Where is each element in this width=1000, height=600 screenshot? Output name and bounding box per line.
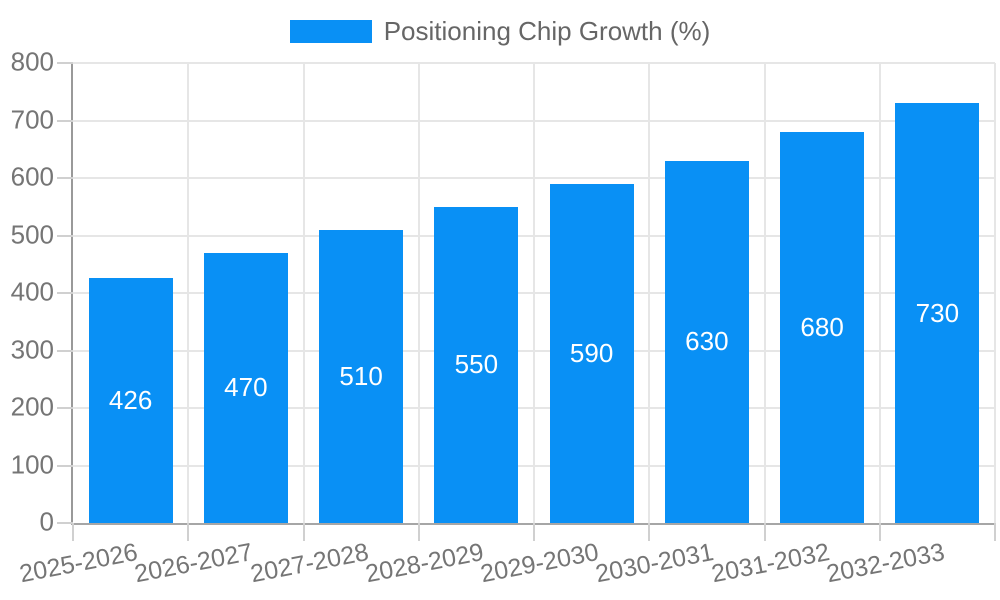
y-tick-label: 500 bbox=[10, 218, 54, 249]
bar[interactable]: 426 bbox=[88, 278, 173, 523]
bar-value-label: 470 bbox=[224, 372, 268, 403]
bar[interactable]: 550 bbox=[434, 206, 519, 523]
v-gridline bbox=[417, 63, 420, 523]
y-tick-label: 0 bbox=[39, 506, 54, 537]
x-tick-label: 2025-2026 bbox=[17, 538, 140, 589]
legend-swatch bbox=[289, 19, 372, 43]
y-tick-label: 300 bbox=[10, 333, 54, 364]
bar-value-label: 510 bbox=[339, 360, 383, 391]
v-gridline bbox=[994, 63, 996, 523]
legend-label: Positioning Chip Growth (%) bbox=[383, 15, 711, 46]
bar-value-label: 550 bbox=[454, 349, 499, 380]
x-tick-mark bbox=[187, 523, 190, 541]
bar[interactable]: 680 bbox=[780, 132, 865, 523]
y-tick-label: 700 bbox=[10, 103, 54, 134]
x-tick-mark bbox=[533, 523, 535, 541]
y-tick-label: 200 bbox=[10, 391, 54, 422]
v-gridline bbox=[533, 63, 535, 523]
x-tick-label: 2031-2032 bbox=[708, 538, 832, 589]
x-tick-mark bbox=[763, 523, 766, 541]
y-tick-label: 800 bbox=[10, 46, 54, 77]
plot-area: 426 470 510 550 590 630 680 730 bbox=[71, 62, 996, 525]
x-tick-label: 2027-2028 bbox=[247, 538, 371, 589]
x-tick-label: 2026-2027 bbox=[132, 538, 256, 589]
y-tick-mark bbox=[57, 349, 73, 352]
v-gridline bbox=[648, 63, 651, 523]
bar-value-label: 590 bbox=[569, 337, 614, 368]
y-tick-mark bbox=[57, 234, 73, 237]
v-gridline bbox=[187, 63, 190, 523]
x-tick-label: 2029-2030 bbox=[478, 538, 601, 589]
bar-value-label: 730 bbox=[915, 297, 960, 328]
y-tick-mark bbox=[57, 464, 73, 467]
bar-value-label: 680 bbox=[800, 312, 844, 342]
v-gridline bbox=[302, 63, 305, 523]
y-tick-mark bbox=[57, 177, 73, 179]
bar[interactable]: 510 bbox=[319, 229, 404, 523]
bar[interactable]: 730 bbox=[895, 103, 980, 523]
y-tick-mark bbox=[57, 292, 73, 294]
x-tick-label: 2030-2031 bbox=[593, 538, 717, 589]
x-tick-label: 2028-2029 bbox=[363, 538, 486, 589]
v-gridline bbox=[878, 63, 881, 523]
x-tick-mark bbox=[648, 523, 651, 541]
x-tick-mark bbox=[994, 523, 996, 541]
bar[interactable]: 470 bbox=[203, 252, 288, 523]
x-tick-mark bbox=[417, 523, 420, 541]
legend[interactable]: Positioning Chip Growth (%) bbox=[0, 16, 1000, 46]
bar-value-label: 426 bbox=[108, 385, 153, 416]
x-tick-mark bbox=[72, 523, 74, 541]
y-tick-mark bbox=[57, 407, 73, 409]
x-tick-mark bbox=[878, 523, 881, 541]
y-tick-mark bbox=[57, 119, 73, 122]
x-tick-mark bbox=[302, 523, 305, 541]
y-tick-label: 400 bbox=[10, 276, 54, 307]
v-gridline bbox=[763, 63, 766, 523]
y-tick-mark bbox=[57, 522, 73, 524]
y-tick-label: 100 bbox=[10, 448, 54, 479]
y-tick-label: 600 bbox=[10, 161, 54, 192]
x-tick-label: 2032-2033 bbox=[824, 538, 947, 589]
bar-value-label: 630 bbox=[685, 326, 729, 357]
bar[interactable]: 590 bbox=[549, 183, 634, 523]
y-tick-mark bbox=[57, 62, 73, 64]
bar[interactable]: 630 bbox=[664, 160, 749, 523]
